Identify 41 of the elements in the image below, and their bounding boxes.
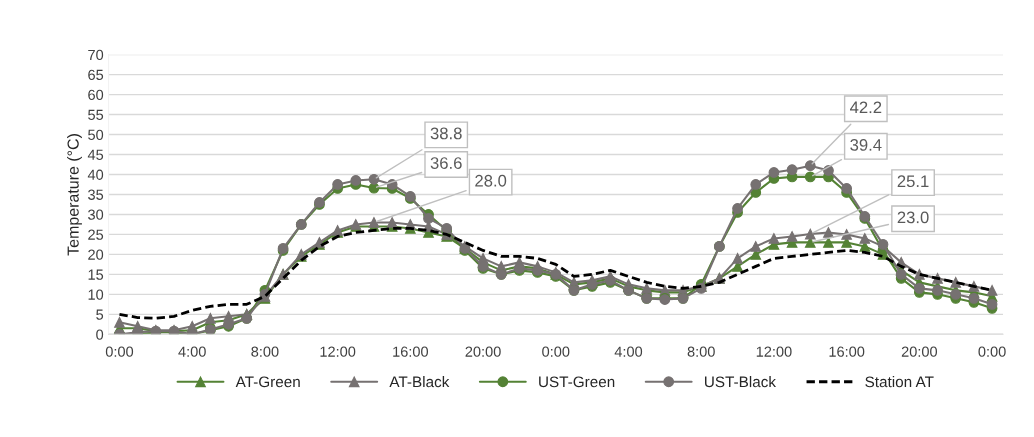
x-tick-label: 12:00 bbox=[320, 346, 356, 357]
data-label: 36.6 bbox=[430, 157, 462, 169]
x-tick-label: 12:00 bbox=[756, 346, 792, 357]
y-tick-label: 65 bbox=[88, 69, 104, 81]
y-tick-label: 60 bbox=[88, 89, 104, 101]
x-tick-label: 0:00 bbox=[105, 346, 134, 357]
x-tick-label: 16:00 bbox=[829, 346, 865, 357]
x-tick-label: 16:00 bbox=[393, 346, 429, 357]
y-tick-label: 40 bbox=[87, 169, 104, 180]
x-tick-label: 4:00 bbox=[614, 346, 643, 357]
y-tick-label: 45 bbox=[87, 149, 104, 160]
y-tick-label: 35 bbox=[88, 189, 104, 200]
y-tick-label: 0 bbox=[96, 329, 104, 340]
data-label: 25.1 bbox=[897, 175, 929, 188]
x-tick-label: 0:00 bbox=[542, 346, 570, 357]
y-tick-label: 15 bbox=[88, 269, 104, 280]
x-tick-label: 4:00 bbox=[178, 346, 206, 357]
legend-label: AT-Black bbox=[389, 376, 450, 388]
legend-label: UST-Green bbox=[539, 376, 615, 388]
y-tick-label: 10 bbox=[88, 289, 104, 300]
y-tick-label: 30 bbox=[88, 209, 104, 220]
y-tick-label: 25 bbox=[88, 229, 104, 240]
y-tick-label: 5 bbox=[96, 309, 104, 320]
data-label: 42.2 bbox=[850, 101, 882, 114]
y-tick-label: 20 bbox=[88, 249, 104, 260]
data-label: 39.4 bbox=[850, 139, 882, 151]
legend-label: Station AT bbox=[865, 376, 934, 388]
y-axis-title: Temperature (°C) bbox=[67, 134, 82, 256]
data-label: 38.8 bbox=[430, 127, 462, 140]
x-tick-label: 8:00 bbox=[687, 346, 715, 357]
data-label: 28.0 bbox=[475, 174, 507, 187]
x-tick-label: 20:00 bbox=[465, 346, 501, 357]
y-tick-label: 70 bbox=[88, 49, 104, 61]
data-label: 23.0 bbox=[897, 211, 929, 224]
x-tick-label: 0:00 bbox=[978, 346, 1006, 357]
x-tick-label: 20:00 bbox=[901, 346, 938, 357]
y-tick-label: 55 bbox=[88, 109, 104, 120]
x-tick-label: 8:00 bbox=[251, 346, 279, 357]
legend-label: AT-Green bbox=[235, 376, 300, 388]
y-tick-label: 50 bbox=[88, 129, 104, 140]
legend-label: UST-Black bbox=[705, 376, 777, 388]
